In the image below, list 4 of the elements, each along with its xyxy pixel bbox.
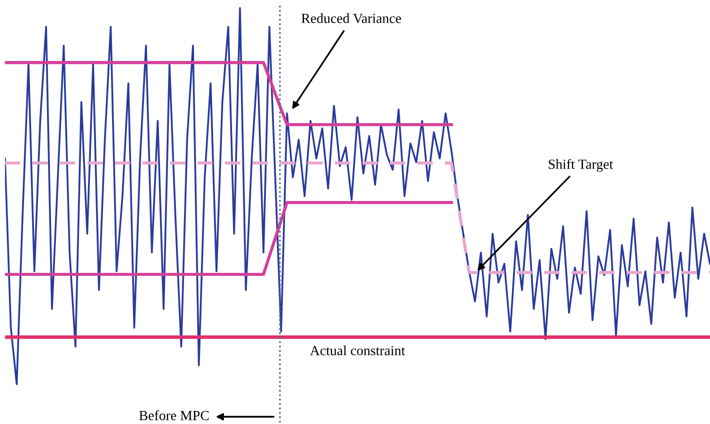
annotation: Reduced Variance — [301, 13, 401, 24]
text: Before MPC — [139, 410, 209, 420]
annotation: Shift Target — [548, 159, 614, 172]
ref-line-label: Actual constraint — [310, 346, 406, 356]
